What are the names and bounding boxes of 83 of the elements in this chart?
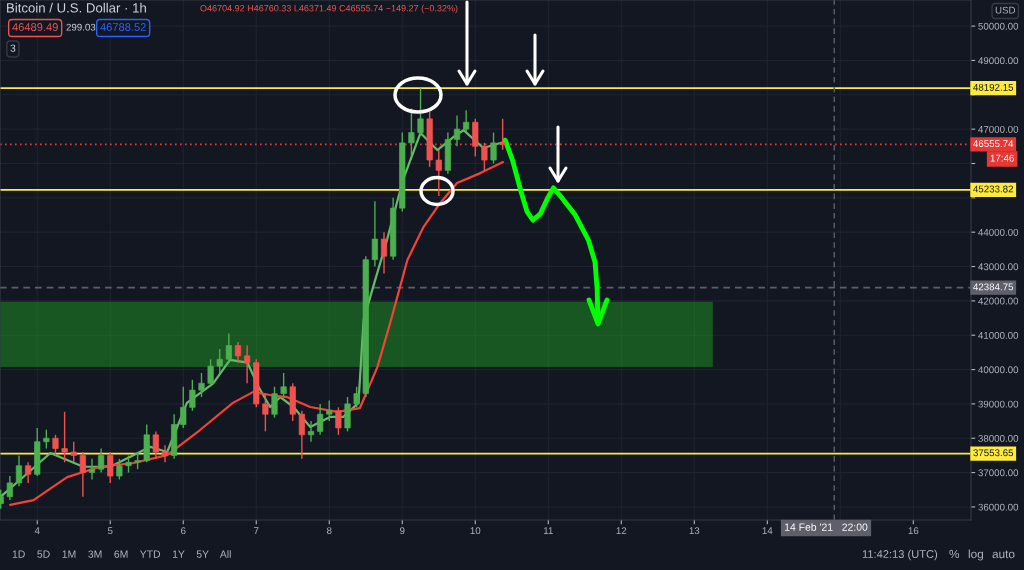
candlestick: [161, 444, 169, 463]
candlestick: [43, 428, 50, 450]
candlestick: [207, 358, 214, 388]
text: 17:46: [990, 154, 1014, 162]
y-tick-label: 43000.00: [978, 263, 1019, 271]
y-tick-label: 39000.00: [978, 400, 1019, 408]
y-tick-label: 50000.00: [978, 22, 1019, 30]
y-tick-label: 42000.00: [978, 297, 1019, 305]
y-tick-label: 36000.00: [978, 503, 1019, 511]
candlestick: [317, 403, 324, 436]
candlestick: [116, 458, 123, 481]
ref-line-label: 45233.82: [973, 185, 1013, 193]
candlestick: [234, 341, 242, 364]
ref-line-label: 46555.74: [973, 140, 1014, 148]
x-tick-label: 11: [543, 527, 553, 534]
candlestick: [152, 430, 159, 460]
candlestick: [499, 118, 506, 151]
ref-line-label: 48192.15: [973, 83, 1014, 91]
text: auto: [992, 550, 1015, 559]
y-tick-label: 44000.00: [978, 228, 1019, 236]
candlestick: [463, 109, 470, 134]
ref-line-label: 37553.65: [973, 449, 1014, 457]
x-tick-label: 8: [326, 527, 332, 535]
x-tick-label: 4: [34, 527, 40, 534]
candlestick: [417, 87, 424, 137]
candlestick: [335, 406, 342, 436]
annotation: Bitcoin / U.S. Dollar · 1h: [7, 2, 146, 13]
candlestick: [262, 392, 269, 433]
candlestick: [180, 386, 187, 429]
x-tick-label: 10: [470, 527, 481, 535]
candlestick: [15, 454, 23, 488]
y-tick-label: 49000.00: [978, 57, 1019, 65]
annotation: 46788.52: [100, 23, 146, 31]
y-tick-label: 38000.00: [978, 434, 1019, 442]
candlestick: [490, 131, 497, 165]
x-tick-label: 6: [181, 527, 186, 535]
annotation: O46704.92 H46760.33 L46371.49 C46555.74 −149.27 (−0.32%): [200, 4, 458, 14]
text: 11:42:13 (UTC): [862, 549, 938, 561]
candlestick: [481, 142, 488, 172]
y-tick-label: 41000.00: [978, 331, 1019, 339]
candlestick: [380, 231, 388, 275]
y-tick-label: 47000.00: [978, 125, 1019, 133]
text: log: [968, 549, 983, 561]
candlestick: [70, 440, 77, 463]
candlestick: [88, 458, 96, 481]
y-tick-label: 40000.00: [978, 366, 1019, 374]
candlestick: [216, 348, 223, 374]
ref-line-label: 42384.75: [973, 283, 1014, 291]
candlestick: [353, 386, 360, 409]
candlestick: [307, 420, 315, 443]
candlestick: [371, 200, 378, 268]
text: USD: [995, 6, 1016, 14]
annotation: 46489.49: [12, 23, 58, 31]
candlestick: [326, 399, 333, 422]
candlestick: [453, 114, 461, 148]
candlestick: [225, 332, 232, 364]
text: 14 Feb '21 22:00: [784, 523, 868, 531]
y-tick-label: 37000.00: [978, 469, 1019, 477]
candlestick: [271, 386, 278, 419]
x-tick-label: 7: [254, 527, 259, 534]
candlestick: [25, 461, 32, 484]
x-tick-label: 12: [616, 527, 627, 534]
candlestick: [52, 434, 59, 457]
text: 1D 5D 1M 3M 6M YTD 1Y 5Y All: [12, 550, 231, 558]
candlestick: [107, 451, 114, 484]
candlestick: [189, 379, 196, 412]
annotation: 299.03: [66, 23, 96, 31]
x-tick-label: 14: [762, 527, 773, 534]
x-tick-label: 16: [908, 527, 919, 535]
candlestick: [280, 372, 287, 398]
x-tick-label: 13: [689, 527, 700, 535]
x-tick-label: 9: [400, 527, 405, 535]
candlestick: [198, 372, 205, 398]
text: %: [949, 549, 960, 559]
annotation: 3: [10, 44, 16, 52]
candlestick: [6, 475, 13, 501]
candlestick: [298, 410, 305, 460]
candlestick: [61, 411, 68, 463]
x-tick-label: 5: [107, 527, 113, 535]
candlestick: [79, 451, 86, 498]
candlestick: [98, 447, 105, 474]
candlestick: [435, 149, 442, 197]
candlestick: [244, 344, 251, 384]
